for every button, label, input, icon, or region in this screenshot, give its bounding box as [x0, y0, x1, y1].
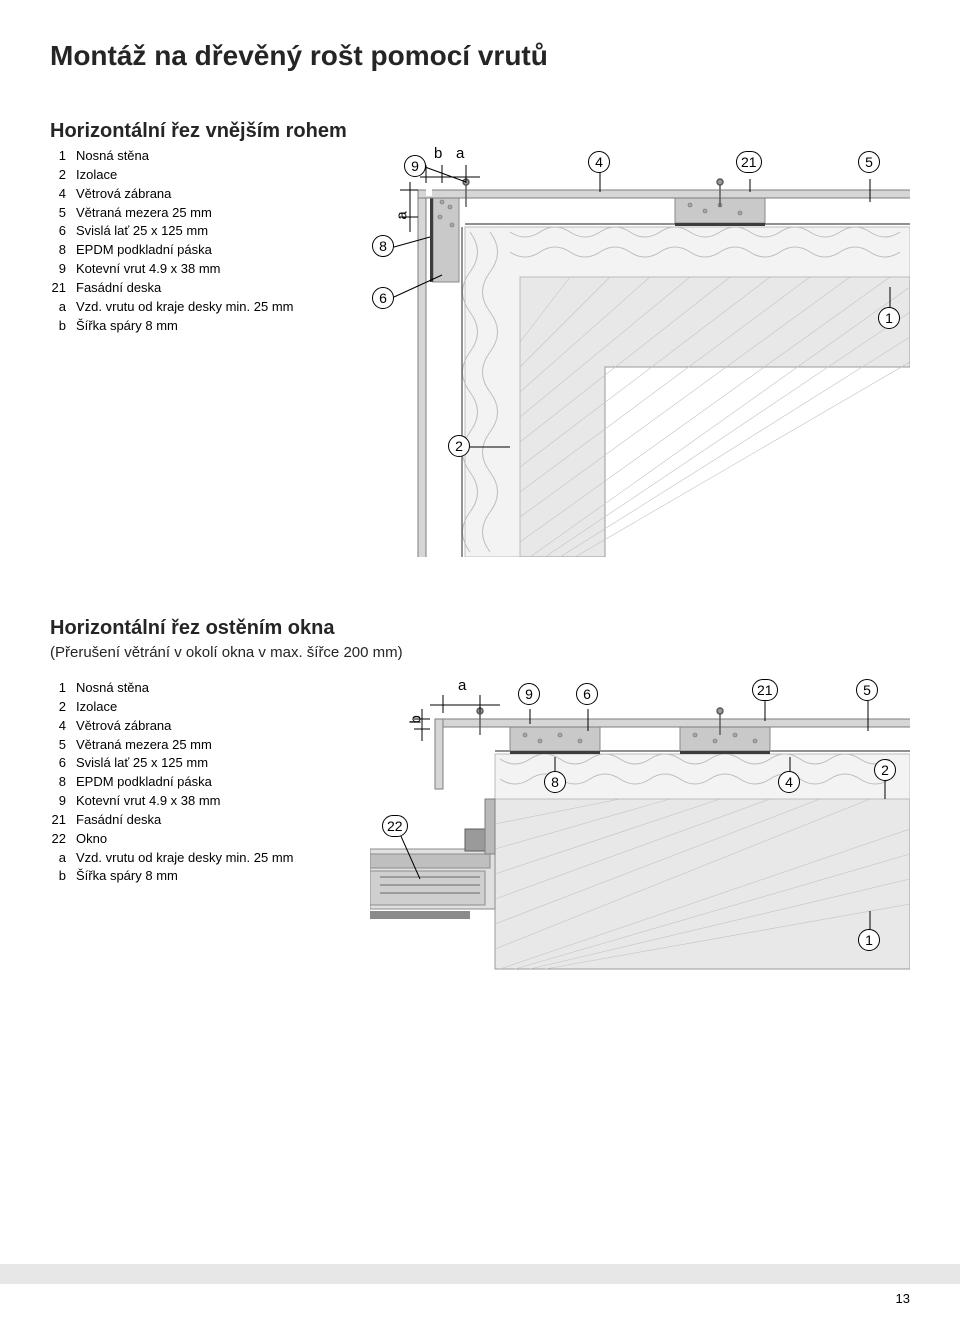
- legend-label: Kotevní vrut 4.9 x 38 mm: [76, 792, 350, 811]
- legend-label: Kotevní vrut 4.9 x 38 mm: [76, 260, 350, 279]
- legend-num: 8: [50, 773, 76, 792]
- legend-label: Izolace: [76, 698, 350, 717]
- legend-label: Šířka spáry 8 mm: [76, 867, 350, 886]
- legend-label: Svislá lať 25 x 125 mm: [76, 222, 350, 241]
- legend-label: Nosná stěna: [76, 679, 350, 698]
- legend-row: 22Okno: [50, 830, 350, 849]
- callout-2: 2: [448, 435, 470, 457]
- legend-num: 4: [50, 185, 76, 204]
- callout-2: 2: [874, 759, 896, 781]
- legend-label: Větrová zábrana: [76, 185, 350, 204]
- legend-label: Okno: [76, 830, 350, 849]
- legend-row: aVzd. vrutu od kraje desky min. 25 mm: [50, 849, 350, 868]
- legend-label: Fasádní deska: [76, 811, 350, 830]
- legend-row: bŠířka spáry 8 mm: [50, 317, 350, 336]
- section1-legend: 1Nosná stěna 2Izolace 4Větrová zábrana 5…: [50, 147, 350, 335]
- legend-label: Fasádní deska: [76, 279, 350, 298]
- legend-row: bŠířka spáry 8 mm: [50, 867, 350, 886]
- legend-num: 21: [50, 811, 76, 830]
- callout-1: 1: [878, 307, 900, 329]
- legend-label: Nosná stěna: [76, 147, 350, 166]
- dim-label-a: a: [458, 677, 466, 694]
- legend-label: Šířka spáry 8 mm: [76, 317, 350, 336]
- legend-row: 8EPDM podkladní páska: [50, 241, 350, 260]
- legend-row: 21Fasádní deska: [50, 279, 350, 298]
- legend-row: 9Kotevní vrut 4.9 x 38 mm: [50, 792, 350, 811]
- section1-title: Horizontální řez vnějším rohem: [50, 120, 910, 143]
- section2-subtitle: (Přerušení větrání v okolí okna v max. š…: [50, 644, 910, 661]
- legend-row: 8EPDM podkladní páska: [50, 773, 350, 792]
- legend-label: Větraná mezera 25 mm: [76, 736, 350, 755]
- section-outer-corner: Horizontální řez vnějším rohem 1Nosná st…: [50, 120, 910, 557]
- legend-num: 5: [50, 736, 76, 755]
- dim-label-a-h: a: [456, 145, 464, 162]
- legend-num: 1: [50, 147, 76, 166]
- legend-row: 4Větrová zábrana: [50, 185, 350, 204]
- section2-diagram: a b: [370, 679, 910, 979]
- callout-1: 1: [858, 929, 880, 951]
- legend-label: Vzd. vrutu od kraje desky min. 25 mm: [76, 849, 350, 868]
- legend-label: Vzd. vrutu od kraje desky min. 25 mm: [76, 298, 350, 317]
- legend-num: 9: [50, 792, 76, 811]
- legend-label: EPDM podkladní páska: [76, 773, 350, 792]
- callout-8: 8: [544, 771, 566, 793]
- callout-4: 4: [778, 771, 800, 793]
- legend-num: 8: [50, 241, 76, 260]
- section2-title: Horizontální řez ostěním okna: [50, 617, 910, 640]
- legend-num: 5: [50, 204, 76, 223]
- callout-5: 5: [858, 151, 880, 173]
- legend-num: a: [50, 298, 76, 317]
- legend-row: 5Větraná mezera 25 mm: [50, 736, 350, 755]
- legend-row: 2Izolace: [50, 166, 350, 185]
- legend-num: 1: [50, 679, 76, 698]
- legend-row: aVzd. vrutu od kraje desky min. 25 mm: [50, 298, 350, 317]
- legend-label: EPDM podkladní páska: [76, 241, 350, 260]
- legend-num: 2: [50, 698, 76, 717]
- legend-row: 1Nosná stěna: [50, 147, 350, 166]
- callout-21: 21: [736, 151, 762, 173]
- legend-num: 21: [50, 279, 76, 298]
- callout-5: 5: [856, 679, 878, 701]
- legend-row: 6Svislá lať 25 x 125 mm: [50, 222, 350, 241]
- legend-row: 4Větrová zábrana: [50, 717, 350, 736]
- callout-9: 9: [404, 155, 426, 177]
- callout-9: 9: [518, 683, 540, 705]
- legend-num: 4: [50, 717, 76, 736]
- dim-label-b: b: [434, 145, 442, 162]
- callout-21: 21: [752, 679, 778, 701]
- legend-num: 2: [50, 166, 76, 185]
- legend-label: Izolace: [76, 166, 350, 185]
- callout-4: 4: [588, 151, 610, 173]
- legend-row: 5Větraná mezera 25 mm: [50, 204, 350, 223]
- legend-num: b: [50, 867, 76, 886]
- page-title: Montáž na dřevěný rošt pomocí vrutů: [50, 40, 910, 72]
- legend-num: 6: [50, 754, 76, 773]
- corner-diagram-svg: [370, 147, 910, 557]
- callout-8: 8: [372, 235, 394, 257]
- callout-6: 6: [576, 683, 598, 705]
- legend-row: 9Kotevní vrut 4.9 x 38 mm: [50, 260, 350, 279]
- section1-diagram: b a a: [370, 147, 910, 557]
- legend-label: Větraná mezera 25 mm: [76, 204, 350, 223]
- callout-22: 22: [382, 815, 408, 837]
- legend-row: 2Izolace: [50, 698, 350, 717]
- page-number: 13: [896, 1291, 910, 1306]
- dim-label-a-v: a: [394, 211, 411, 219]
- legend-num: 22: [50, 830, 76, 849]
- section2-legend: 1Nosná stěna 2Izolace 4Větrová zábrana 5…: [50, 679, 350, 886]
- legend-row: 1Nosná stěna: [50, 679, 350, 698]
- dim-label-b: b: [408, 715, 425, 723]
- legend-num: 6: [50, 222, 76, 241]
- legend-num: a: [50, 849, 76, 868]
- legend-num: b: [50, 317, 76, 336]
- legend-row: 6Svislá lať 25 x 125 mm: [50, 754, 350, 773]
- section-window-reveal: Horizontální řez ostěním okna (Přerušení…: [50, 617, 910, 979]
- legend-label: Větrová zábrana: [76, 717, 350, 736]
- legend-label: Svislá lať 25 x 125 mm: [76, 754, 350, 773]
- window-diagram-svg: [370, 679, 910, 979]
- legend-num: 9: [50, 260, 76, 279]
- legend-row: 21Fasádní deska: [50, 811, 350, 830]
- callout-6: 6: [372, 287, 394, 309]
- footer-bar: [0, 1264, 960, 1284]
